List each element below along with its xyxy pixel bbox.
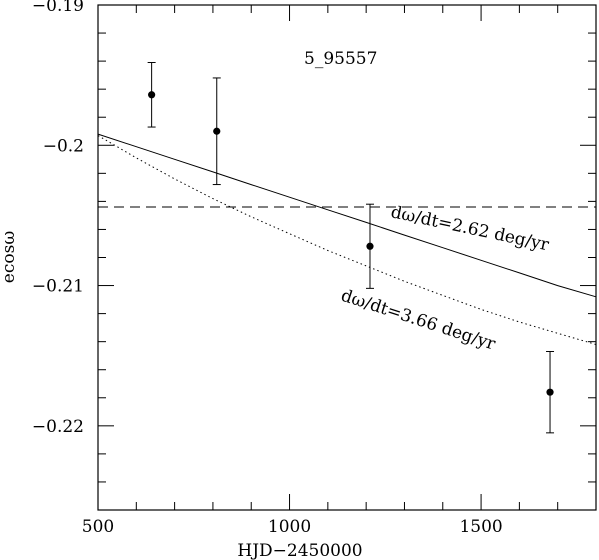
model-curves [97,133,597,345]
curve-label-solid: dω/dt=2.62 deg/yr [389,202,551,255]
data-point [213,127,221,135]
y-tick-label: −0.21 [32,277,84,297]
x-tick-label: 500 [82,517,114,537]
y-tick-label: −0.2 [43,136,84,156]
y-axis-title: ecosω [0,231,19,284]
data-point [546,388,554,396]
data-points [147,62,555,434]
annotation-label: 5_95557 [304,49,377,69]
data-point [148,91,156,99]
x-tick-label: 1500 [459,517,502,537]
data-point [366,242,374,250]
x-tick-label: 1000 [268,517,311,537]
x-axis-title: HJD−2450000 [237,541,362,560]
curve-solid [97,133,597,298]
plot-frame [97,4,597,511]
y-tick-label: −0.19 [32,0,84,16]
curve-dotted [97,135,597,345]
y-tick-label: −0.22 [32,417,84,437]
ticks: 500 1000 1500 −0.19 −0.2 −0.21 −0.22 [32,0,597,537]
curve-label-dotted: dω/dt=3.66 deg/yr [338,286,498,355]
